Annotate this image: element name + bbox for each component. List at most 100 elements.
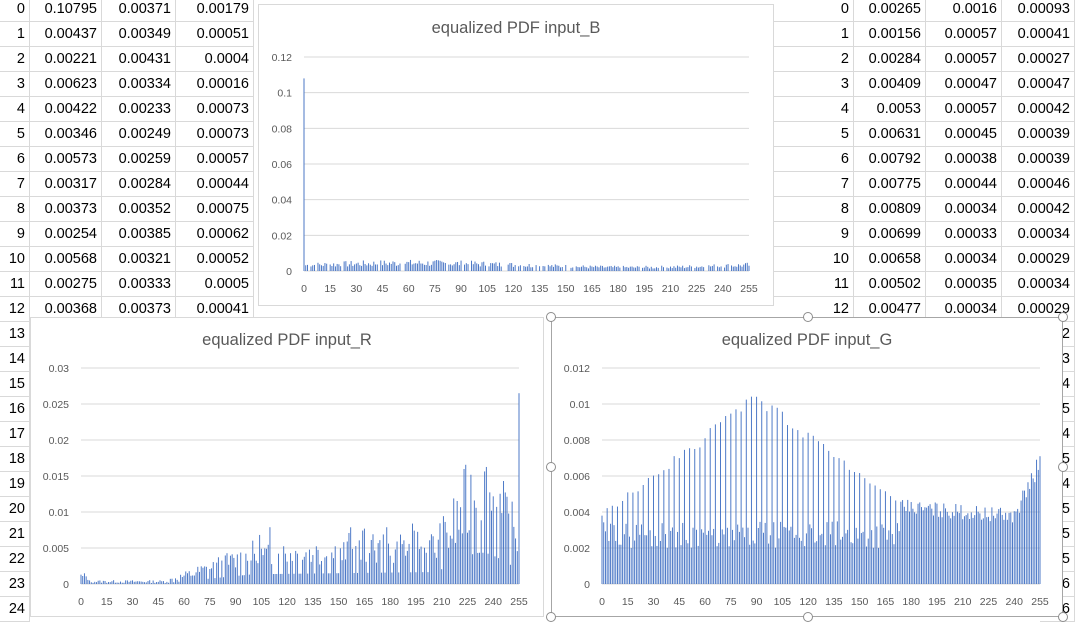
table-cell[interactable]: 0.00568 <box>30 247 102 272</box>
table-cell[interactable]: 0.00057 <box>926 47 1002 72</box>
table-cell[interactable]: 0.00385 <box>102 222 176 247</box>
table-cell[interactable]: 0.00057 <box>926 97 1002 122</box>
row-index-cell[interactable]: 1 <box>774 22 854 47</box>
row-index-cell[interactable]: 9 <box>774 222 854 247</box>
table-cell[interactable]: 0.00042 <box>1002 97 1075 122</box>
table-cell[interactable]: 0.00775 <box>854 172 926 197</box>
table-cell[interactable]: 0.00431 <box>102 47 176 72</box>
row-index-cell[interactable]: 20 <box>0 497 30 522</box>
table-cell[interactable]: 0.00033 <box>926 222 1002 247</box>
table-cell[interactable]: 0.00029 <box>1002 247 1075 272</box>
table-cell[interactable]: 0.00334 <box>102 72 176 97</box>
row-index-cell[interactable]: 4 <box>774 97 854 122</box>
resize-handle-top-right[interactable] <box>1058 312 1068 322</box>
row-index-cell[interactable]: 10 <box>774 247 854 272</box>
table-cell[interactable]: 0.00275 <box>30 272 102 297</box>
table-cell[interactable]: 0.00047 <box>926 72 1002 97</box>
row-index-cell[interactable]: 8 <box>0 197 30 222</box>
table-cell[interactable]: 0.00034 <box>926 247 1002 272</box>
row-index-cell[interactable]: 15 <box>0 372 30 397</box>
row-index-cell[interactable]: 5 <box>774 122 854 147</box>
resize-handle-top-middle[interactable] <box>803 312 813 322</box>
row-index-cell[interactable]: 8 <box>774 197 854 222</box>
row-index-cell[interactable]: 6 <box>0 147 30 172</box>
table-cell[interactable]: 0.00809 <box>854 197 926 222</box>
row-index-cell[interactable]: 2 <box>774 47 854 72</box>
row-index-cell[interactable]: 7 <box>774 172 854 197</box>
table-cell[interactable]: 0.00233 <box>102 97 176 122</box>
table-cell[interactable]: 0.00254 <box>30 222 102 247</box>
row-index-cell[interactable]: 18 <box>0 447 30 472</box>
table-cell[interactable]: 0.0005 <box>176 272 254 297</box>
chart-equalized-pdf-input-g[interactable]: equalized PDF input_G 0 0.002 0.004 0.006 0.… <box>551 317 1063 617</box>
table-cell[interactable]: 0.00041 <box>1002 22 1075 47</box>
table-cell[interactable]: 0.00038 <box>926 147 1002 172</box>
resize-handle-bottom-right[interactable] <box>1058 612 1068 622</box>
table-cell[interactable]: 0.00346 <box>30 122 102 147</box>
chart-equalized-pdf-input-r[interactable]: equalized PDF input_R 0 0.005 0.01 0.015 0.0… <box>30 317 544 617</box>
resize-handle-middle-right[interactable] <box>1058 462 1068 472</box>
table-cell[interactable]: 0.00321 <box>102 247 176 272</box>
row-index-cell[interactable]: 12 <box>0 297 30 322</box>
row-index-cell[interactable]: 24 <box>0 597 30 622</box>
table-cell[interactable]: 0.00073 <box>176 122 254 147</box>
row-index-cell[interactable]: 14 <box>0 347 30 372</box>
resize-handle-bottom-left[interactable] <box>546 612 556 622</box>
table-cell[interactable]: 0.00156 <box>854 22 926 47</box>
table-cell[interactable]: 0.00349 <box>102 22 176 47</box>
row-index-cell[interactable]: 11 <box>0 272 30 297</box>
table-cell[interactable]: 0.00044 <box>926 172 1002 197</box>
table-cell[interactable]: 0.00371 <box>102 0 176 22</box>
table-cell[interactable]: 0.0053 <box>854 97 926 122</box>
row-index-cell[interactable]: 9 <box>0 222 30 247</box>
row-index-cell[interactable]: 2 <box>0 47 30 72</box>
table-cell[interactable]: 0.00057 <box>926 22 1002 47</box>
table-cell[interactable]: 0.00016 <box>176 72 254 97</box>
resize-handle-top-left[interactable] <box>546 312 556 322</box>
table-cell[interactable]: 0.00658 <box>854 247 926 272</box>
table-cell[interactable]: 0.00249 <box>102 122 176 147</box>
row-index-cell[interactable]: 19 <box>0 472 30 497</box>
table-cell[interactable]: 0.00179 <box>176 0 254 22</box>
table-cell[interactable]: 0.00046 <box>1002 172 1075 197</box>
table-cell[interactable]: 0.00623 <box>30 72 102 97</box>
row-index-cell[interactable]: 4 <box>0 97 30 122</box>
row-index-cell[interactable]: 7 <box>0 172 30 197</box>
table-cell[interactable]: 0.0016 <box>926 0 1002 22</box>
row-index-cell[interactable]: 22 <box>0 547 30 572</box>
table-cell[interactable]: 0.00042 <box>1002 197 1075 222</box>
table-cell[interactable]: 0.00259 <box>102 147 176 172</box>
table-cell[interactable]: 0.00052 <box>176 247 254 272</box>
table-cell[interactable]: 0.00073 <box>176 97 254 122</box>
table-cell[interactable]: 0.00284 <box>854 47 926 72</box>
table-cell[interactable]: 0.00631 <box>854 122 926 147</box>
table-cell[interactable]: 0.00044 <box>176 172 254 197</box>
table-cell[interactable]: 0.00057 <box>176 147 254 172</box>
row-index-cell[interactable]: 13 <box>0 322 30 347</box>
table-cell[interactable]: 0.00039 <box>1002 122 1075 147</box>
table-cell[interactable]: 0.00035 <box>926 272 1002 297</box>
table-cell[interactable]: 0.00699 <box>854 222 926 247</box>
table-cell[interactable]: 0.00093 <box>1002 0 1075 22</box>
table-cell[interactable]: 0.10795 <box>30 0 102 22</box>
table-cell[interactable]: 0.00221 <box>30 47 102 72</box>
table-cell[interactable]: 0.00265 <box>854 0 926 22</box>
row-index-cell[interactable]: 16 <box>0 397 30 422</box>
row-index-cell[interactable]: 23 <box>0 572 30 597</box>
row-index-cell[interactable]: 21 <box>0 522 30 547</box>
table-cell[interactable]: 0.00502 <box>854 272 926 297</box>
table-cell[interactable]: 0.00062 <box>176 222 254 247</box>
resize-handle-bottom-middle[interactable] <box>803 612 813 622</box>
row-index-cell[interactable]: 10 <box>0 247 30 272</box>
row-index-cell[interactable]: 3 <box>774 72 854 97</box>
table-cell[interactable]: 0.00373 <box>30 197 102 222</box>
table-cell[interactable]: 0.00075 <box>176 197 254 222</box>
row-index-cell[interactable]: 0 <box>0 0 30 22</box>
row-index-cell[interactable]: 5 <box>0 122 30 147</box>
table-cell[interactable]: 0.00039 <box>1002 147 1075 172</box>
row-index-cell[interactable]: 11 <box>774 272 854 297</box>
resize-handle-middle-left[interactable] <box>546 462 556 472</box>
table-cell[interactable]: 0.00034 <box>1002 272 1075 297</box>
table-cell[interactable]: 0.00045 <box>926 122 1002 147</box>
